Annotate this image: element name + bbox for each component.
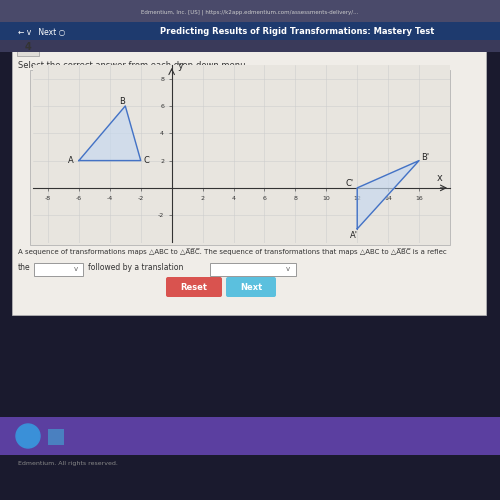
Text: A': A'	[350, 231, 358, 240]
Text: Edmentium, Inc. [US] | https://k2app.edmentium.com/assessments-delivery/...: Edmentium, Inc. [US] | https://k2app.edm…	[142, 9, 358, 15]
Text: x: x	[436, 173, 442, 183]
FancyBboxPatch shape	[226, 277, 276, 297]
FancyBboxPatch shape	[12, 35, 486, 315]
FancyBboxPatch shape	[0, 310, 500, 500]
FancyBboxPatch shape	[34, 262, 82, 276]
Text: v: v	[74, 266, 78, 272]
Text: B': B'	[421, 154, 430, 162]
Text: Select the correct answer from each drop-down menu.: Select the correct answer from each drop…	[18, 60, 248, 70]
Text: Edmentium. All rights reserved.: Edmentium. All rights reserved.	[18, 462, 118, 466]
Polygon shape	[357, 160, 419, 229]
Polygon shape	[79, 106, 140, 160]
Text: A: A	[68, 156, 74, 165]
Text: y: y	[178, 61, 184, 71]
FancyBboxPatch shape	[0, 22, 500, 42]
Text: v: v	[286, 266, 290, 272]
Text: followed by a translation: followed by a translation	[88, 264, 184, 272]
FancyBboxPatch shape	[48, 429, 64, 445]
FancyBboxPatch shape	[17, 38, 39, 56]
Text: B: B	[119, 98, 125, 106]
FancyBboxPatch shape	[0, 0, 500, 24]
Text: C: C	[144, 156, 150, 165]
FancyBboxPatch shape	[0, 417, 500, 455]
FancyBboxPatch shape	[30, 70, 450, 245]
FancyBboxPatch shape	[166, 277, 222, 297]
Text: Next: Next	[240, 282, 262, 292]
Text: Predicting Results of Rigid Transformations: Mastery Test: Predicting Results of Rigid Transformati…	[160, 28, 434, 36]
FancyBboxPatch shape	[0, 40, 500, 52]
Text: A sequence of transformations maps △ABC to △A̅B̅C̅. The sequence of transformati: A sequence of transformations maps △ABC …	[18, 248, 447, 256]
Text: 4: 4	[24, 42, 32, 52]
Text: C': C'	[346, 180, 354, 188]
Text: the: the	[18, 264, 30, 272]
FancyBboxPatch shape	[210, 262, 296, 276]
Circle shape	[16, 424, 40, 448]
Text: ← v   Next ○: ← v Next ○	[18, 28, 65, 36]
Text: Reset: Reset	[180, 282, 208, 292]
